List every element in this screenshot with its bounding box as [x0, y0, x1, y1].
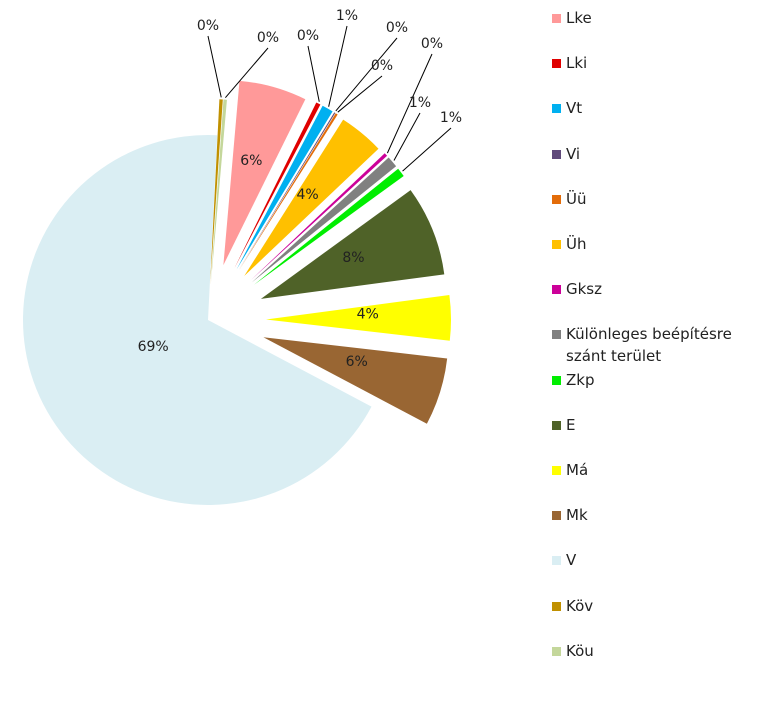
legend-swatch: [552, 194, 561, 204]
leader-line: [335, 37, 398, 112]
slice-label: 69%: [138, 339, 169, 355]
leader-line: [337, 75, 383, 113]
legend-swatch: [552, 556, 561, 566]
leader-line: [224, 47, 269, 99]
leader-line: [393, 112, 421, 161]
slice-label: 0%: [257, 30, 279, 46]
pie-slice: [210, 99, 227, 285]
pie-slice: [254, 168, 404, 285]
slice-label: 1%: [440, 110, 462, 126]
leader-line: [307, 45, 320, 102]
pie-slice: [250, 153, 388, 281]
legend-label: Má: [566, 461, 589, 479]
legend-swatch: [552, 14, 561, 23]
pie-slice: [252, 157, 397, 283]
legend-swatch: [552, 59, 561, 69]
legend-label: Üü: [566, 189, 587, 208]
legend-swatch: [552, 240, 561, 249]
legend-label: Vi: [566, 144, 581, 163]
pie-slice: [238, 113, 338, 271]
pie-slice: [238, 112, 336, 271]
slice-label: 8%: [342, 250, 364, 266]
legend-label: Üh: [566, 235, 587, 253]
pie-slice: [236, 105, 333, 270]
legend-swatch: [552, 375, 561, 385]
legend-swatch: [552, 420, 561, 430]
legend-swatch: [552, 104, 561, 114]
pie-slice: [23, 134, 372, 505]
legend-label: Különleges beépítésre szánt terület: [566, 325, 732, 366]
pie-slice: [265, 295, 451, 341]
legend-label: Köv: [566, 596, 594, 615]
pie-slice: [263, 337, 448, 424]
pie-slice: [223, 80, 306, 266]
legend-label: Gksz: [566, 280, 602, 299]
slice-label: 0%: [421, 36, 443, 52]
slice-label: 0%: [297, 28, 319, 44]
legend-label: Köu: [566, 641, 594, 660]
leader-line: [386, 53, 433, 154]
pie-slice: [260, 190, 445, 299]
legend-label: Zkp: [566, 370, 595, 389]
pie-slice: [234, 102, 321, 269]
legend-label: Vt: [566, 99, 583, 118]
slice-label: 1%: [409, 95, 431, 111]
legend-label: V: [566, 551, 577, 570]
slice-label: 4%: [296, 187, 318, 203]
leader-line: [328, 25, 348, 107]
slice-label: 4%: [357, 307, 379, 323]
slice-label: 0%: [197, 18, 219, 34]
slice-label: 0%: [386, 20, 408, 36]
legend-swatch: [552, 646, 561, 656]
slice-label: 6%: [240, 153, 262, 169]
pie-slice: [244, 119, 379, 276]
legend-label: Lki: [566, 54, 588, 73]
slice-label: 1%: [336, 8, 358, 24]
legend-swatch: [552, 330, 561, 340]
legend-swatch: [552, 285, 561, 295]
legend-label: E: [566, 415, 576, 434]
pie-chart: 6% 0% 1% 0% 0% 4% 0% 1% 1% 8% 4% 6% 69% 0% 0%: [23, 8, 462, 505]
leader-line: [207, 35, 222, 98]
pie-slice: [210, 99, 223, 285]
legend-swatch: [552, 511, 561, 521]
slice-label: 0%: [371, 58, 393, 74]
legend-swatch: [552, 601, 561, 611]
leader-line: [402, 127, 452, 172]
legend-swatch: [552, 466, 561, 475]
legend-swatch: [552, 149, 561, 159]
slice-label: 6%: [346, 354, 368, 370]
legend-label: Mk: [566, 506, 588, 525]
legend-label: Lke: [566, 9, 592, 27]
